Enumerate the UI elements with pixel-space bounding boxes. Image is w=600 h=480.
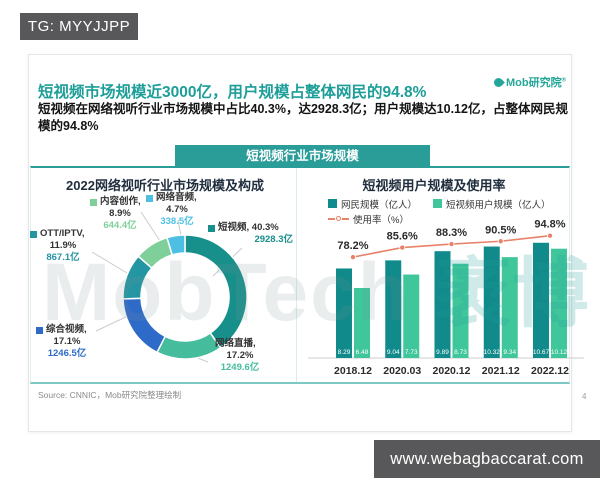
usage-rate-label-2: 88.3% <box>436 227 467 239</box>
online-audio-name: 网络音频 <box>156 192 197 204</box>
page-number: 4 <box>582 392 587 401</box>
donut-segment-5 <box>166 234 186 256</box>
bar-netizen-0 <box>336 268 352 358</box>
bar-value-label: 6.48 <box>356 349 369 356</box>
bar-value-label: 8.29 <box>338 349 351 356</box>
short-video-name: 短视频 <box>218 222 249 234</box>
legend-row-2: 使用率（%） <box>328 211 578 226</box>
bar-value-label: 10.32 <box>484 349 501 356</box>
donut-label-online-audio: 网络音频 4.7% 338.5亿 <box>146 192 208 228</box>
legend-label-shortvideo: 短视频用户规模（亿人） <box>446 199 551 211</box>
mob-logo: Mob研究院® <box>492 74 567 90</box>
netizen-swatch-icon <box>328 199 337 208</box>
category-label: 2021.12 <box>482 365 520 377</box>
online-audio-swatch-icon <box>146 194 153 202</box>
online-audio-value: 338.5亿 <box>160 216 194 227</box>
ott-iptv-swatch-icon <box>30 230 37 238</box>
usage-rate-label-1: 85.6% <box>387 231 418 243</box>
leader-line-content-creation <box>140 211 163 245</box>
panel-divider <box>296 168 297 382</box>
leader-line-ott <box>91 251 128 274</box>
section-banner: 短视频行业市场规模 <box>175 145 430 167</box>
bar-value-label: 10.12 <box>551 349 568 356</box>
donut-segment-2 <box>122 297 167 354</box>
content-creation-name: 内容创作 <box>100 196 141 208</box>
bar-netizen-3 <box>483 246 500 358</box>
bar-shortvideo-3 <box>501 257 518 358</box>
legend-label-usage-rate: 使用率（%） <box>353 214 409 226</box>
donut-label-content-creation: 内容创作 8.9% 644.4亿 <box>90 196 150 232</box>
ott-iptv-name: OTT/IPTV <box>40 228 85 240</box>
bar-chart-title: 短视频用户规模及使用率 <box>362 178 506 193</box>
usage-rate-label-4: 94.8% <box>534 219 565 231</box>
category-label: 2020.03 <box>383 365 421 377</box>
bar-chart-legend: 网民规模（亿人） 短视频用户规模（亿人） 使用率（%） <box>328 196 578 226</box>
category-label: 2018.12 <box>334 365 372 377</box>
composite-video-value: 1246.5亿 <box>47 348 87 359</box>
content-creation-percent: 8.9% <box>109 208 131 219</box>
bar-netizen-4 <box>533 242 549 358</box>
legend-item-netizen: 网民规模（亿人） <box>328 197 417 211</box>
line-marker-0 <box>350 254 357 261</box>
donut-label-live-stream: 网络直播 17.2% 1249.6亿 <box>205 338 275 374</box>
bar-value-label: 9.34 <box>503 349 516 356</box>
registered-mark: ® <box>561 77 567 84</box>
bar-shortvideo-0 <box>354 288 370 358</box>
mob-logo-text: Mob研究院 <box>506 77 562 89</box>
donut-label-ott-iptv: OTT/IPTV 11.9% 867.1亿 <box>30 228 96 264</box>
shortvideo-swatch-icon <box>433 199 443 208</box>
category-label: 2020.12 <box>433 365 471 377</box>
category-label: 2022.12 <box>531 365 569 377</box>
live-stream-value: 1249.6亿 <box>220 362 260 373</box>
bar-value-label: 7.73 <box>405 349 418 356</box>
slide-title: 短视频市场规模近3000亿，用户规模占整体网民的94.8% <box>38 84 427 101</box>
legend-row-1: 网民规模（亿人） 短视频用户规模（亿人） <box>328 196 578 211</box>
line-marker-1 <box>399 244 406 251</box>
bar-value-label: 10.67 <box>533 349 550 356</box>
composite-video-percent: 17.1% <box>53 336 81 347</box>
charts-panel <box>30 166 570 384</box>
live-stream-swatch-icon <box>205 340 212 348</box>
short-video-value: 2928.3亿 <box>254 234 293 245</box>
bar-shortvideo-4 <box>551 248 567 358</box>
donut-chart <box>91 211 248 363</box>
donut-label-short-video: 短视频 40.3% 2928.3亿 <box>208 222 293 246</box>
bar-netizen-2 <box>434 251 451 358</box>
legend-item-usage-rate: 使用率（%） <box>328 212 409 226</box>
bar-shortvideo-2 <box>452 263 469 358</box>
composite-video-swatch-icon <box>36 326 43 334</box>
usage-rate-label-3: 90.5% <box>485 224 516 236</box>
tg-badge: TG: MYYJJPP <box>20 13 138 40</box>
content-creation-value: 644.4亿 <box>103 220 137 231</box>
short-video-percent: 40.3% <box>251 222 279 233</box>
bar-value-label: 9.89 <box>436 349 449 356</box>
line-marker-3 <box>497 238 504 245</box>
bar-netizen-1 <box>385 260 402 358</box>
content-creation-swatch-icon <box>90 198 97 206</box>
bar-value-label: 8.73 <box>454 349 467 356</box>
bar-chart: 8.29 6.48 2018.12 9.04 7.73 2020.03 9.89 8.73 20… <box>308 219 584 377</box>
line-marker-2 <box>448 241 455 248</box>
ott-iptv-value: 867.1亿 <box>46 252 80 263</box>
ott-iptv-percent: 11.9% <box>49 240 77 251</box>
composite-video-name: 综合视频 <box>46 324 87 336</box>
source-note: Source: CNNIC，Mob研究院整理绘制 <box>38 390 182 400</box>
bar-shortvideo-1 <box>403 274 420 358</box>
slide-subtitle: 短视频在网络视听行业市场规模中占比40.3%，达2928.3亿；用户规模达10.… <box>38 102 568 133</box>
live-stream-name: 网络直播 <box>215 338 256 350</box>
website-bar: www.webagbaccarat.com <box>374 440 600 478</box>
live-stream-percent: 17.2% <box>226 350 254 361</box>
legend-label-netizen: 网民规模（亿人） <box>341 199 418 211</box>
short-video-swatch-icon <box>208 224 215 232</box>
donut-chart-title: 2022网络视听行业市场规模及构成 <box>66 178 264 193</box>
donut-label-composite-video: 综合视频 17.1% 1246.5亿 <box>36 324 98 360</box>
online-audio-percent: 4.7% <box>166 204 188 215</box>
usage-rate-label-0: 78.2% <box>337 240 368 252</box>
legend-item-shortvideo: 短视频用户规模（亿人） <box>433 197 551 211</box>
bar-value-label: 9.04 <box>387 349 400 356</box>
line-marker-4 <box>546 232 553 239</box>
usage-rate-line-icon <box>328 216 349 221</box>
